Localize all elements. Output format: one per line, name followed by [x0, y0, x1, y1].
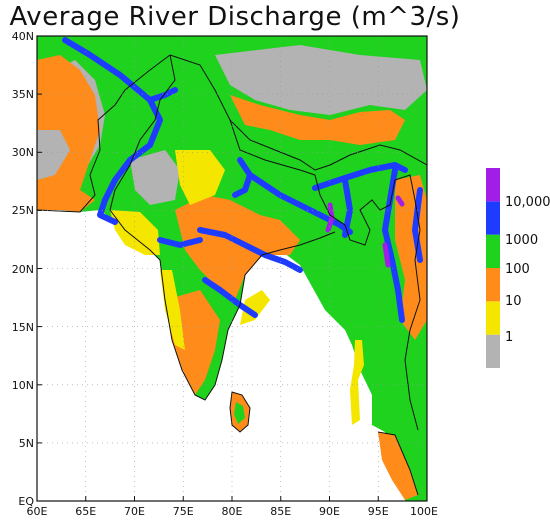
- border-bangladesh: [314, 174, 391, 246]
- x-tick-label: 70E: [124, 505, 145, 518]
- salween-river: [412, 187, 423, 263]
- irrawaddy-river: [382, 167, 405, 323]
- brahmaputra-lower: [342, 177, 353, 238]
- orange-region-north: [230, 95, 405, 145]
- x-tick-label: 90E: [319, 505, 340, 518]
- dry-region-thar: [130, 150, 180, 205]
- y-tick-label: 40N: [12, 30, 34, 43]
- border-india-nepal-china: [169, 54, 427, 171]
- legend-label: 10,000: [505, 195, 550, 210]
- border-myanmar: [389, 174, 421, 431]
- indus-tributary: [147, 87, 178, 103]
- border-malay: [377, 431, 419, 496]
- northeast-peak: [395, 195, 405, 207]
- x-tick-label: 65E: [75, 505, 96, 518]
- legend-swatch: [486, 168, 500, 202]
- major-rivers: [62, 37, 423, 323]
- x-tick-label: 80E: [222, 505, 243, 518]
- orange-region-central: [175, 195, 300, 300]
- malay-peninsula: [378, 432, 418, 500]
- tick-marks: [37, 93, 379, 501]
- irrawaddy-peak: [382, 242, 391, 268]
- legend-label: 1000: [505, 233, 538, 248]
- y-tick-label: 35N: [12, 88, 34, 101]
- y-tick-label: 25N: [12, 204, 34, 217]
- y-axis-labels: EQ 5N 10N 15N 20N 25N 30N 35N 40N: [12, 30, 35, 508]
- yellow-region-east-coast: [240, 290, 270, 325]
- y-tick-label: EQ: [18, 495, 34, 508]
- legend-swatch: [486, 234, 500, 268]
- legend-label: 100: [505, 262, 530, 277]
- legend-label: 10: [505, 294, 522, 309]
- x-tick-label: 100E: [410, 505, 438, 518]
- dry-region-tibet: [215, 45, 427, 115]
- yellow-region-rajasthan: [175, 150, 225, 205]
- x-tick-label: 75E: [173, 505, 194, 518]
- krishna-river: [202, 277, 258, 318]
- legend-swatch: [486, 268, 500, 302]
- country-borders: [37, 54, 427, 496]
- x-tick-label: 60E: [27, 505, 48, 518]
- legend: 10,000 1000 100 10 1: [486, 168, 550, 368]
- x-tick-label: 85E: [270, 505, 291, 518]
- narmada-river: [157, 237, 203, 248]
- legend-swatch: [486, 334, 500, 368]
- ganges-upper: [232, 172, 253, 198]
- grid-lines: [37, 36, 427, 501]
- y-tick-label: 15N: [12, 321, 34, 334]
- border-sri-lanka: [229, 391, 251, 433]
- y-tick-label: 5N: [19, 437, 34, 450]
- x-axis-labels: 60E 65E 70E 75E 80E 85E 90E 95E 100E: [27, 505, 438, 518]
- andaman-islands: [350, 340, 364, 425]
- yellow-region-gujarat: [110, 210, 160, 255]
- legend-swatch: [486, 301, 500, 335]
- legend-label: 1: [505, 330, 513, 345]
- border-pakistan-west: [37, 54, 171, 213]
- x-tick-label: 95E: [368, 505, 389, 518]
- legend-colorbar: [486, 168, 500, 368]
- godavari-river: [197, 227, 303, 273]
- legend-swatch: [486, 201, 500, 235]
- y-tick-label: 20N: [12, 263, 34, 276]
- sri-lanka-core: [234, 402, 245, 424]
- y-tick-label: 30N: [12, 146, 34, 159]
- y-tick-label: 10N: [12, 379, 34, 392]
- border-india-pakistan: [109, 54, 176, 211]
- border-nepal-south: [229, 119, 316, 176]
- yellow-region-west-coast: [160, 270, 185, 350]
- indus-river: [62, 37, 163, 225]
- brahmaputra-river: [312, 162, 408, 191]
- dry-region-baluchistan: [37, 130, 70, 180]
- map-title: Average River Discharge (m^3/s): [9, 2, 461, 32]
- border-india-coast: [109, 209, 336, 401]
